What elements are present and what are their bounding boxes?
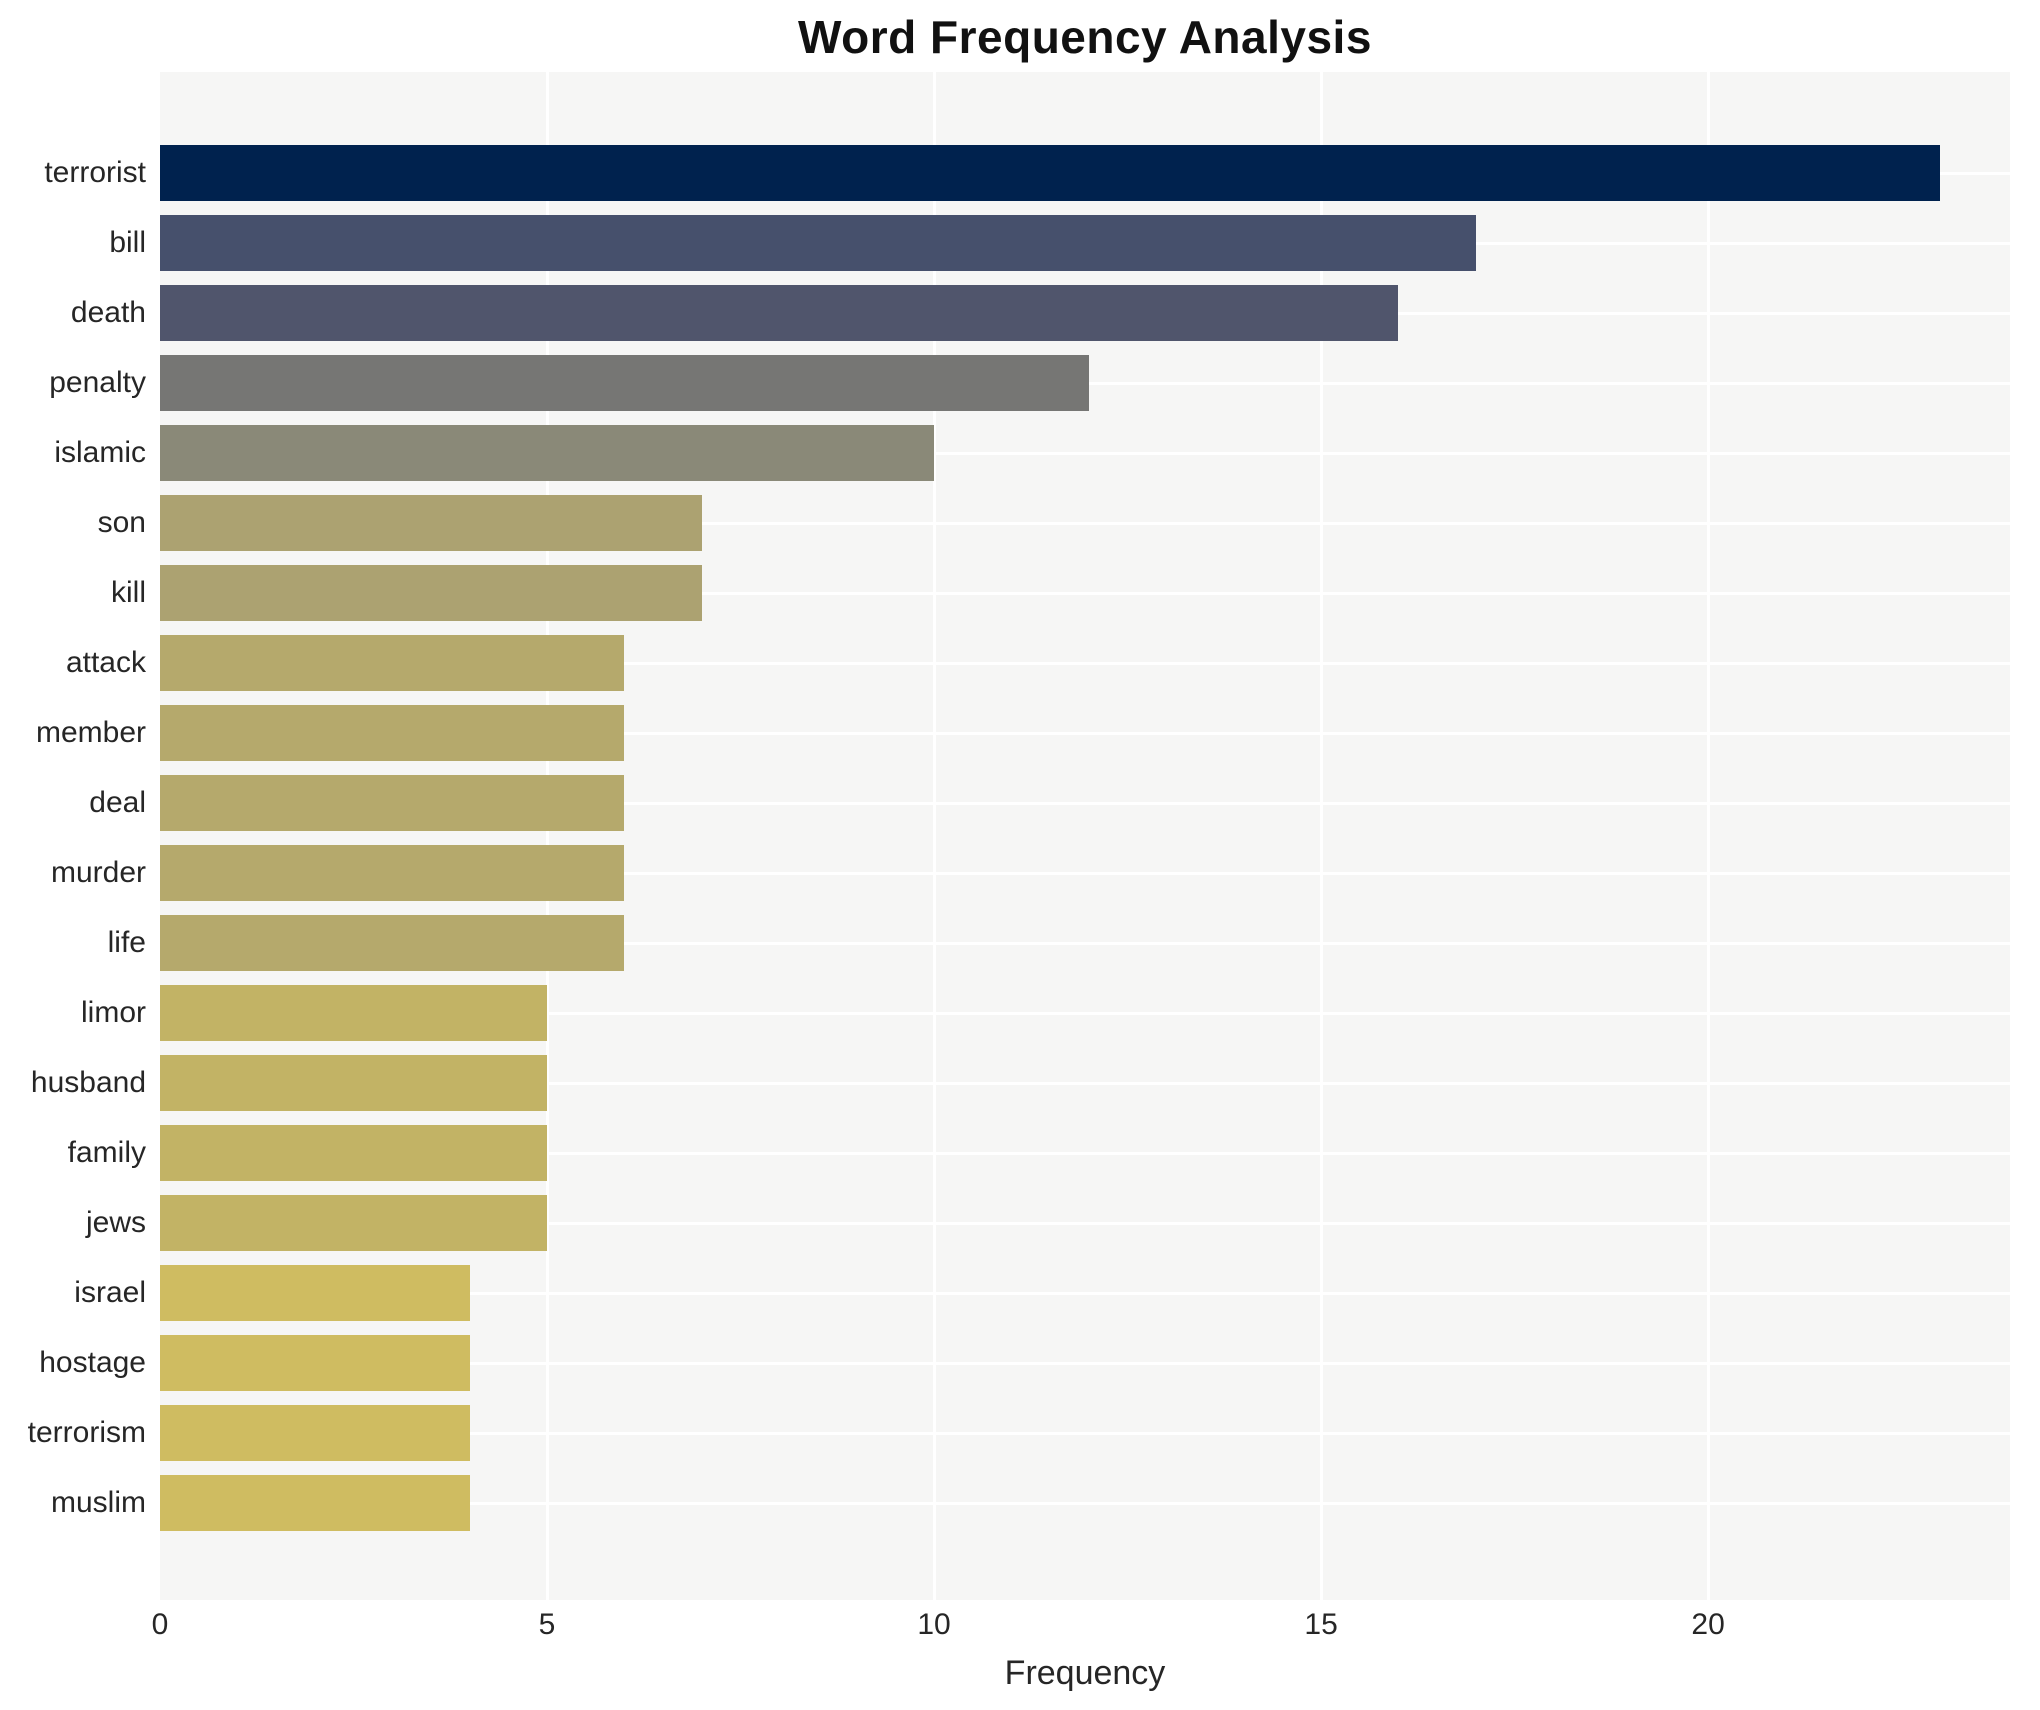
gridline-y	[160, 732, 2010, 735]
bar-row: son	[98, 488, 2010, 558]
category-label: husband	[30, 1066, 146, 1099]
x-tick-label: 5	[538, 1608, 556, 1641]
bar-row: deal	[89, 768, 2010, 838]
gridline-x-20	[1707, 72, 1711, 1600]
frequency-bar	[160, 1125, 548, 1181]
frequency-bar	[160, 1475, 470, 1531]
gridline-y	[160, 1502, 2010, 1505]
frequency-bar	[160, 1405, 470, 1461]
gridline-y	[160, 1012, 2010, 1015]
bar-row: member	[36, 698, 2010, 768]
bar-row: israel	[74, 1258, 2010, 1328]
gridline-y	[160, 1292, 2010, 1295]
category-label: kill	[111, 576, 146, 609]
gridline-y	[160, 522, 2010, 525]
bar-row: terrorism	[28, 1398, 2010, 1468]
category-label: son	[97, 506, 146, 539]
gridline-y	[160, 1152, 2010, 1155]
gridline-y	[160, 1082, 2010, 1085]
category-label: death	[70, 296, 146, 329]
gridline-y	[160, 802, 2010, 805]
plot-area: terrorist bill death penalty islamic son kill a…	[28, 72, 2010, 1600]
category-label: jews	[85, 1206, 146, 1239]
gridline-y	[160, 1222, 2010, 1225]
frequency-bar	[160, 425, 935, 481]
bar-rows: terrorist bill death penalty islamic son kill a…	[28, 138, 2010, 1538]
gridline-y	[160, 592, 2010, 595]
frequency-bar	[160, 705, 625, 761]
chart-title: Word Frequency Analysis	[798, 11, 1372, 63]
frequency-bar	[160, 635, 625, 691]
frequency-bar	[160, 1195, 548, 1251]
gridline-y	[160, 872, 2010, 875]
bar-row: limor	[81, 978, 2010, 1048]
category-label: islamic	[54, 436, 146, 469]
category-label: member	[35, 716, 146, 749]
bar-row: death	[71, 278, 2010, 348]
frequency-bar	[160, 1335, 470, 1391]
frequency-bar	[160, 145, 1941, 201]
frequency-bar	[160, 215, 1476, 271]
category-label: muslim	[51, 1486, 146, 1519]
gridline-x-10	[933, 72, 937, 1600]
bar-row: penalty	[49, 348, 2010, 418]
gridline-y	[160, 1362, 2010, 1365]
frequency-bar	[160, 565, 702, 621]
bar-row: terrorist	[44, 138, 2010, 208]
bar-row: kill	[111, 558, 2010, 628]
gridline-x-5	[546, 72, 550, 1600]
bar-row: attack	[66, 628, 2010, 698]
frequency-bar	[160, 985, 548, 1041]
category-label: deal	[89, 786, 146, 819]
x-tick-label: 15	[1304, 1608, 1338, 1641]
category-label: hostage	[39, 1346, 146, 1379]
x-axis-title: Frequency	[1004, 1654, 1166, 1692]
frequency-bar	[160, 1055, 548, 1111]
frequency-bar	[160, 355, 1089, 411]
bar-row: bill	[109, 208, 2010, 278]
gridline-y	[160, 452, 2010, 455]
category-label: attack	[65, 646, 146, 679]
bar-row: hostage	[39, 1328, 2010, 1398]
x-tick-label: 20	[1691, 1608, 1725, 1641]
category-label: bill	[109, 226, 146, 259]
frequency-bar	[160, 1265, 470, 1321]
bar-row: jews	[86, 1188, 2010, 1258]
category-label: terrorist	[44, 156, 146, 189]
gridline-y	[160, 662, 2010, 665]
bar-row: islamic	[54, 418, 2010, 488]
gridline-x-15	[1320, 72, 1324, 1600]
category-label: terrorism	[27, 1416, 146, 1449]
category-label: limor	[81, 996, 146, 1029]
gridline-y	[160, 1432, 2010, 1435]
frequency-bar	[160, 845, 625, 901]
bar-row: husband	[31, 1048, 2010, 1118]
frequency-bar	[160, 285, 1399, 341]
category-label: murder	[50, 856, 146, 889]
category-label: family	[67, 1136, 146, 1169]
frequency-bar	[160, 775, 625, 831]
bar-row: muslim	[51, 1468, 2010, 1538]
frequency-bar	[160, 915, 625, 971]
x-tick-label: 10	[917, 1608, 951, 1641]
category-label: israel	[74, 1276, 146, 1309]
gridline-y	[160, 942, 2010, 945]
category-label: penalty	[49, 366, 146, 399]
x-tick-label: 0	[151, 1608, 169, 1641]
bar-row: murder	[51, 838, 2010, 908]
frequency-bar	[160, 495, 702, 551]
bar-row: life	[108, 908, 2010, 978]
category-label: life	[107, 926, 146, 959]
bar-row: family	[68, 1118, 2010, 1188]
